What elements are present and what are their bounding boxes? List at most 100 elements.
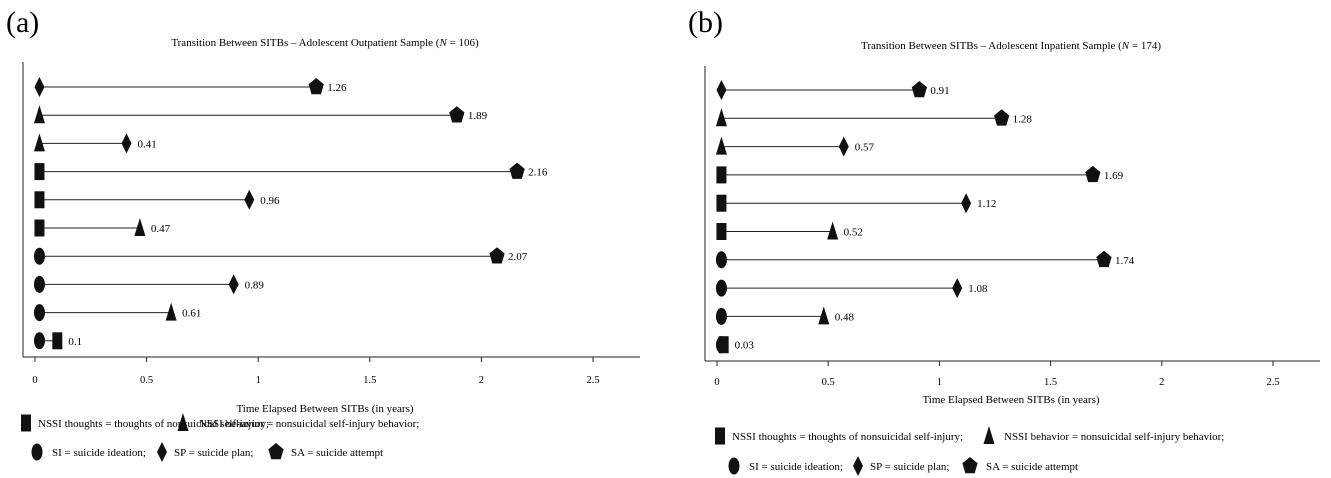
start-si-ellipse-marker bbox=[715, 307, 727, 325]
dumbbell-row: 1.26 bbox=[34, 77, 347, 97]
x-tick-label: 2.5 bbox=[1266, 377, 1279, 388]
legend-panel-a: NSSI thoughts = thoughts of nonsuicidal … bbox=[21, 413, 419, 462]
value-label: 0.57 bbox=[855, 142, 875, 154]
legend-label: SI = suicide ideation; bbox=[749, 461, 843, 473]
legend-nssi-behavior-triangle-marker bbox=[983, 426, 995, 444]
end-sp-diamond-marker bbox=[961, 193, 972, 214]
dumbbell-row: 0.57 bbox=[715, 136, 875, 157]
end-sp-diamond-marker bbox=[952, 278, 963, 299]
panel-label: (a) bbox=[6, 6, 39, 39]
value-label: 0.96 bbox=[260, 195, 280, 207]
start-si-ellipse-marker bbox=[33, 247, 45, 265]
value-label: 1.26 bbox=[327, 82, 347, 94]
start-si-ellipse-marker bbox=[33, 304, 45, 322]
start-nssi-behavior-triangle-marker bbox=[33, 105, 45, 124]
value-label: 0.41 bbox=[138, 138, 157, 150]
x-tick-label: 0 bbox=[32, 375, 37, 386]
value-label: 0.52 bbox=[844, 227, 863, 239]
dumbbell-row: 0.61 bbox=[33, 302, 201, 322]
value-label: 0.47 bbox=[151, 223, 171, 235]
value-label: 0.91 bbox=[930, 85, 949, 97]
chart-title: Transition Between SITBs – Adolescent Ou… bbox=[171, 37, 479, 49]
x-axis-label: Time Elapsed Between SITBs (in years) bbox=[922, 394, 1099, 406]
x-tick-label: 1.5 bbox=[1044, 377, 1057, 388]
dumbbell-row: 0.96 bbox=[34, 189, 280, 210]
start-sp-diamond-marker bbox=[716, 80, 727, 100]
legend-item: SI = suicide ideation; bbox=[728, 457, 843, 475]
start-nssi-thoughts-square-marker bbox=[716, 166, 727, 184]
value-label: 2.07 bbox=[508, 251, 528, 263]
end-sp-diamond-marker bbox=[244, 189, 255, 210]
start-nssi-behavior-triangle-marker bbox=[715, 108, 727, 127]
end-sa-pentagon-marker bbox=[994, 109, 1010, 126]
panel-label: (b) bbox=[688, 6, 723, 39]
end-sa-pentagon-marker bbox=[911, 81, 927, 98]
legend-label: SP = suicide plan; bbox=[870, 461, 949, 473]
legend-sp-diamond-marker bbox=[853, 456, 863, 476]
end-nssi-behavior-triangle-marker bbox=[165, 302, 177, 321]
legend-label: SA = suicide attempt bbox=[291, 447, 383, 459]
end-sp-diamond-marker bbox=[228, 274, 239, 295]
x-tick-label: 1 bbox=[937, 377, 942, 388]
x-tick-label: 0.5 bbox=[140, 375, 153, 386]
legend-sa-pentagon-marker bbox=[962, 457, 978, 474]
end-sp-diamond-marker bbox=[121, 133, 132, 154]
end-sa-pentagon-marker bbox=[1096, 250, 1112, 268]
dumbbell-row: 0.91 bbox=[716, 80, 950, 100]
dumbbell-row: 2.07 bbox=[33, 247, 528, 265]
value-label: 1.74 bbox=[1115, 255, 1135, 267]
dumbbell-row: 0.52 bbox=[716, 221, 863, 240]
start-nssi-thoughts-square-marker bbox=[34, 163, 45, 181]
dumbbell-row: 0.41 bbox=[33, 133, 157, 154]
legend-sa-pentagon-marker bbox=[268, 443, 284, 460]
dumbbell-row: 0.1 bbox=[33, 332, 82, 350]
x-tick-label: 2.5 bbox=[586, 375, 599, 386]
chart-title: Transition Between SITBs – Adolescent In… bbox=[861, 40, 1161, 52]
end-sa-pentagon-marker bbox=[1085, 165, 1101, 183]
end-sa-pentagon-marker bbox=[509, 162, 525, 179]
dumbbell-row: 0.03 bbox=[715, 336, 755, 354]
start-nssi-behavior-triangle-marker bbox=[33, 133, 45, 152]
x-tick-label: 2 bbox=[479, 375, 484, 386]
legend-item: SA = suicide attempt bbox=[962, 457, 1078, 474]
end-nssi-behavior-triangle-marker bbox=[818, 306, 830, 325]
legend-item: SP = suicide plan; bbox=[853, 456, 949, 476]
dumbbell-row: 2.16 bbox=[34, 162, 548, 181]
dumbbell-row: 1.74 bbox=[715, 250, 1135, 269]
value-label: 0.48 bbox=[835, 311, 855, 323]
start-sp-diamond-marker bbox=[34, 77, 45, 97]
end-sp-diamond-marker bbox=[838, 136, 849, 157]
start-si-ellipse-marker bbox=[715, 279, 727, 297]
dumbbell-row: 1.08 bbox=[715, 278, 988, 299]
value-label: 0.03 bbox=[735, 340, 755, 352]
legend-label: NSSI behavior = nonsuicidal self-injury … bbox=[1004, 431, 1224, 443]
dumbbell-row: 0.48 bbox=[715, 306, 855, 325]
legend-item: NSSI thoughts = thoughts of nonsuicidal … bbox=[715, 427, 963, 445]
legend-label: SP = suicide plan; bbox=[174, 447, 253, 459]
legend-label: SA = suicide attempt bbox=[986, 461, 1078, 473]
legend-item: SI = suicide ideation; bbox=[31, 443, 146, 461]
legend-item: NSSI behavior = nonsuicidal self-injury … bbox=[983, 426, 1224, 444]
start-si-ellipse-marker bbox=[33, 275, 45, 293]
start-nssi-behavior-triangle-marker bbox=[715, 136, 727, 155]
value-label: 0.1 bbox=[68, 336, 82, 348]
end-nssi-thoughts-square-marker bbox=[718, 336, 729, 354]
value-label: 1.69 bbox=[1104, 170, 1124, 182]
end-nssi-behavior-triangle-marker bbox=[827, 221, 839, 240]
chart-panel-b: (b) Transition Between SITBs – Adolescent… bbox=[688, 6, 1320, 406]
dumbbell-row: 1.28 bbox=[715, 108, 1032, 127]
legend-panel-b: NSSI thoughts = thoughts of nonsuicidal … bbox=[715, 426, 1224, 476]
legend-nssi-thoughts-square-marker bbox=[715, 427, 725, 445]
value-label: 0.61 bbox=[182, 308, 201, 320]
legend-nssi-thoughts-square-marker bbox=[21, 414, 31, 432]
start-nssi-thoughts-square-marker bbox=[716, 223, 727, 240]
end-nssi-thoughts-square-marker bbox=[52, 332, 63, 350]
x-tick-label: 0.5 bbox=[822, 377, 835, 388]
end-sa-pentagon-marker bbox=[449, 106, 465, 123]
end-sa-pentagon-marker bbox=[489, 247, 505, 264]
legend-item: SA = suicide attempt bbox=[268, 443, 383, 460]
chart-panel-a: (a) Transition Between SITBs – Adolescent… bbox=[6, 6, 640, 415]
dumbbell-row: 0.47 bbox=[34, 218, 171, 237]
x-tick-label: 1 bbox=[256, 375, 261, 386]
